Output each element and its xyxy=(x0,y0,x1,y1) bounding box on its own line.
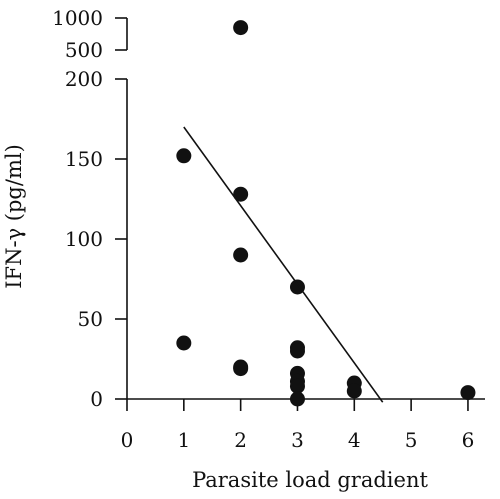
y-tick-label: 50 xyxy=(78,307,103,331)
y-tick-label: 500 xyxy=(65,38,103,62)
x-tick-label: 0 xyxy=(121,428,134,452)
y-tick-label: 100 xyxy=(65,227,103,251)
data-point xyxy=(176,335,192,351)
data-point xyxy=(233,361,249,377)
x-tick-label: 1 xyxy=(177,428,190,452)
y-tick-label: 150 xyxy=(65,147,103,171)
y-ticks: 0 50 100 150 200 500 1000 xyxy=(52,6,127,411)
data-point xyxy=(233,20,249,36)
y-axis-title: IFN-γ (pg/ml) xyxy=(2,144,26,289)
data-point xyxy=(289,391,305,407)
data-point xyxy=(233,186,249,202)
x-tick-label: 4 xyxy=(348,428,361,452)
y-tick-label: 1000 xyxy=(52,6,103,30)
trend-line xyxy=(183,126,384,403)
data-points xyxy=(176,20,476,407)
data-point xyxy=(460,385,476,401)
x-tick-label: 6 xyxy=(462,428,475,452)
y-tick-label: 200 xyxy=(65,67,103,91)
x-tick-label: 2 xyxy=(234,428,247,452)
data-point xyxy=(289,343,305,359)
x-axis-title: Parasite load gradient xyxy=(192,468,428,492)
data-point xyxy=(346,383,362,399)
x-ticks: 0 1 2 3 4 5 6 xyxy=(121,399,475,452)
y-tick-label: 0 xyxy=(90,387,103,411)
x-tick-label: 3 xyxy=(291,428,304,452)
data-point xyxy=(176,148,192,164)
x-tick-label: 5 xyxy=(405,428,418,452)
data-point xyxy=(233,247,249,263)
data-point xyxy=(289,378,305,394)
